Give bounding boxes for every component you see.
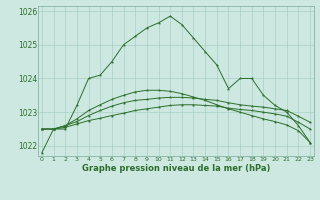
X-axis label: Graphe pression niveau de la mer (hPa): Graphe pression niveau de la mer (hPa) <box>82 164 270 173</box>
